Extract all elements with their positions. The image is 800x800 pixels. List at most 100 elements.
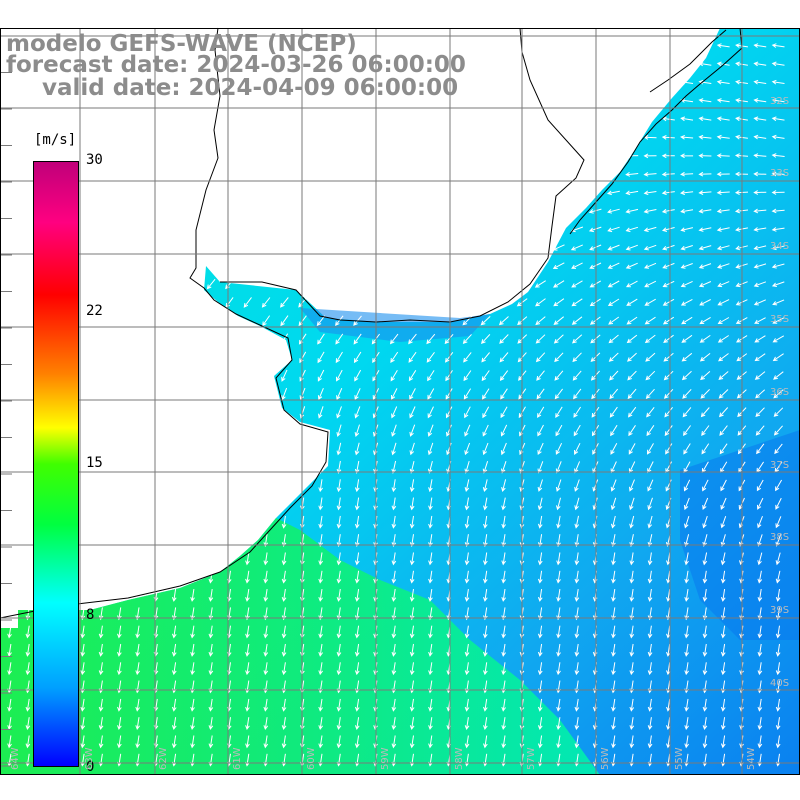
wind-arrow	[390, 369, 398, 382]
wind-arrow	[608, 352, 619, 362]
wind-arrow	[629, 515, 635, 529]
wind-arrow	[391, 460, 397, 474]
wind-arrow	[483, 570, 488, 584]
wind-arrow	[700, 371, 711, 381]
wind-arrow	[537, 662, 543, 676]
wind-arrow	[720, 516, 727, 529]
wind-arrow	[483, 552, 488, 566]
wind-arrow	[354, 662, 360, 676]
latitude-label: 35S	[770, 314, 790, 325]
wind-arrow	[775, 698, 781, 712]
wind-arrow	[775, 479, 783, 492]
wind-arrow	[664, 425, 673, 437]
wind-arrow	[643, 226, 657, 232]
wind-arrow	[426, 333, 436, 345]
wind-arrow	[501, 589, 506, 602]
wind-arrow	[391, 406, 398, 419]
wind-arrow	[535, 298, 546, 307]
wind-arrow	[572, 352, 582, 363]
wind-arrow	[556, 589, 561, 602]
wind-arrow	[720, 497, 727, 510]
wind-arrow	[755, 425, 765, 436]
wind-arrow	[354, 589, 360, 602]
wind-arrow	[756, 443, 765, 455]
wind-arrow	[464, 552, 470, 566]
wind-arrow	[534, 280, 546, 288]
wind-arrow	[208, 607, 214, 621]
wind-arrow	[98, 643, 104, 657]
wind-arrow	[719, 425, 728, 436]
wind-arrow	[699, 353, 711, 362]
latitude-label: 40S	[770, 678, 790, 689]
wind-arrow	[501, 479, 507, 493]
wind-arrow	[573, 424, 581, 437]
wind-arrow	[718, 353, 729, 362]
wind-arrow	[719, 407, 729, 418]
longitude-label: 59W	[380, 747, 391, 770]
wind-arrow	[409, 424, 416, 437]
wind-arrow	[408, 333, 417, 345]
wind-arrow	[501, 515, 506, 529]
wind-arrow	[625, 262, 638, 269]
wind-arrow	[537, 607, 543, 621]
wind-arrow	[609, 370, 619, 381]
wind-arrow	[771, 43, 785, 48]
wind-arrow	[135, 698, 140, 712]
wind-arrow	[445, 370, 453, 382]
wind-arrow	[354, 607, 360, 621]
wind-arrow	[647, 662, 653, 676]
wind-arrow	[643, 208, 657, 214]
wind-arrow	[391, 424, 397, 437]
wind-arrow	[281, 717, 287, 731]
wind-arrow	[684, 625, 689, 639]
wind-arrow	[537, 479, 543, 492]
wind-arrow	[574, 662, 580, 676]
wind-arrow	[335, 333, 344, 345]
wind-arrow	[318, 625, 323, 639]
wind-arrow	[243, 297, 252, 308]
wind-arrow	[263, 552, 269, 566]
wind-arrow	[426, 352, 435, 363]
wind-arrow	[556, 662, 561, 676]
wind-arrow	[354, 424, 360, 437]
wind-arrow	[25, 717, 31, 731]
wind-arrow	[610, 424, 618, 437]
wind-arrow	[644, 334, 656, 344]
wind-arrow	[684, 698, 689, 712]
wind-arrow	[643, 190, 657, 196]
wind-arrow	[753, 43, 767, 48]
wind-arrow	[336, 515, 342, 529]
wind-arrow	[554, 352, 564, 363]
wind-arrow	[464, 735, 470, 749]
wind-arrow	[771, 79, 785, 85]
wind-arrow	[702, 589, 708, 602]
wind-arrow	[501, 643, 506, 657]
wind-arrow	[645, 352, 656, 362]
wind-arrow	[409, 406, 416, 419]
wind-arrow	[647, 589, 653, 602]
wind-arrow	[702, 698, 708, 712]
wind-arrow	[464, 662, 470, 676]
wind-arrow	[771, 245, 785, 251]
coastal-band	[300, 308, 490, 342]
wind-arrow	[483, 534, 488, 548]
wind-arrow	[281, 643, 287, 657]
wind-arrow	[720, 735, 726, 749]
wind-arrow	[80, 643, 86, 657]
wind-arrow	[629, 589, 635, 602]
wind-arrow	[771, 61, 785, 67]
wind-arrow	[574, 717, 580, 731]
wind-arrow	[336, 625, 342, 639]
wind-arrow	[537, 515, 543, 529]
wind-arrow	[499, 352, 509, 363]
wind-arrow	[281, 369, 288, 382]
wind-arrow	[753, 153, 767, 158]
wind-arrow	[626, 298, 638, 306]
wind-arrow	[610, 515, 616, 529]
wind-arrow	[647, 570, 653, 584]
wind-arrow	[629, 643, 635, 657]
wind-arrow	[537, 534, 543, 548]
wind-arrow	[336, 406, 342, 419]
wind-arrow	[754, 353, 766, 362]
wind-arrow	[663, 388, 674, 399]
